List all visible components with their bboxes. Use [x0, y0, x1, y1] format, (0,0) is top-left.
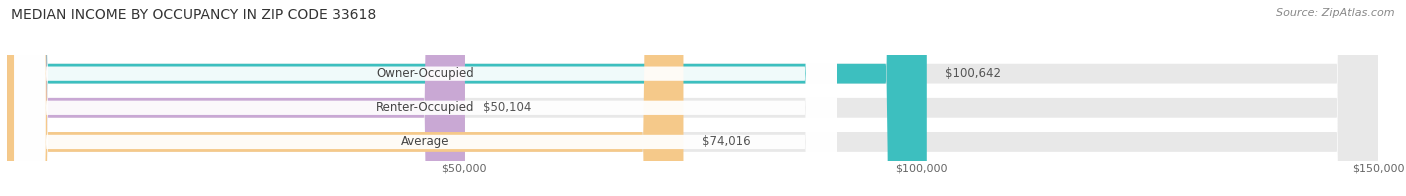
FancyBboxPatch shape [14, 0, 837, 196]
Text: Average: Average [401, 135, 450, 148]
FancyBboxPatch shape [7, 0, 465, 196]
Text: Owner-Occupied: Owner-Occupied [377, 67, 474, 80]
FancyBboxPatch shape [14, 0, 837, 196]
Text: Source: ZipAtlas.com: Source: ZipAtlas.com [1277, 8, 1395, 18]
FancyBboxPatch shape [7, 0, 1378, 196]
Text: $50,104: $50,104 [484, 101, 531, 114]
Text: $100,642: $100,642 [945, 67, 1001, 80]
FancyBboxPatch shape [7, 0, 1378, 196]
FancyBboxPatch shape [7, 0, 683, 196]
FancyBboxPatch shape [14, 0, 837, 196]
Text: Renter-Occupied: Renter-Occupied [377, 101, 475, 114]
FancyBboxPatch shape [7, 0, 1378, 196]
Text: $74,016: $74,016 [702, 135, 751, 148]
Text: MEDIAN INCOME BY OCCUPANCY IN ZIP CODE 33618: MEDIAN INCOME BY OCCUPANCY IN ZIP CODE 3… [11, 8, 377, 22]
FancyBboxPatch shape [7, 0, 927, 196]
